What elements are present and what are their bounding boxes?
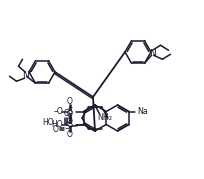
Text: O: O (67, 110, 73, 119)
Text: O: O (67, 97, 73, 106)
Text: HO: HO (51, 120, 63, 129)
Text: +: + (27, 69, 32, 74)
Text: N: N (149, 49, 156, 58)
Text: O: O (67, 117, 73, 126)
Text: O: O (67, 130, 73, 139)
Text: S: S (67, 120, 72, 129)
Text: S: S (64, 122, 69, 131)
Text: O: O (64, 109, 70, 118)
Text: S: S (67, 107, 72, 116)
Text: Na: Na (137, 107, 148, 116)
Text: HO: HO (42, 118, 54, 127)
Text: O: O (53, 125, 59, 134)
Text: N: N (22, 71, 29, 80)
Text: NH₂: NH₂ (98, 113, 112, 122)
Text: –O: –O (54, 107, 64, 116)
